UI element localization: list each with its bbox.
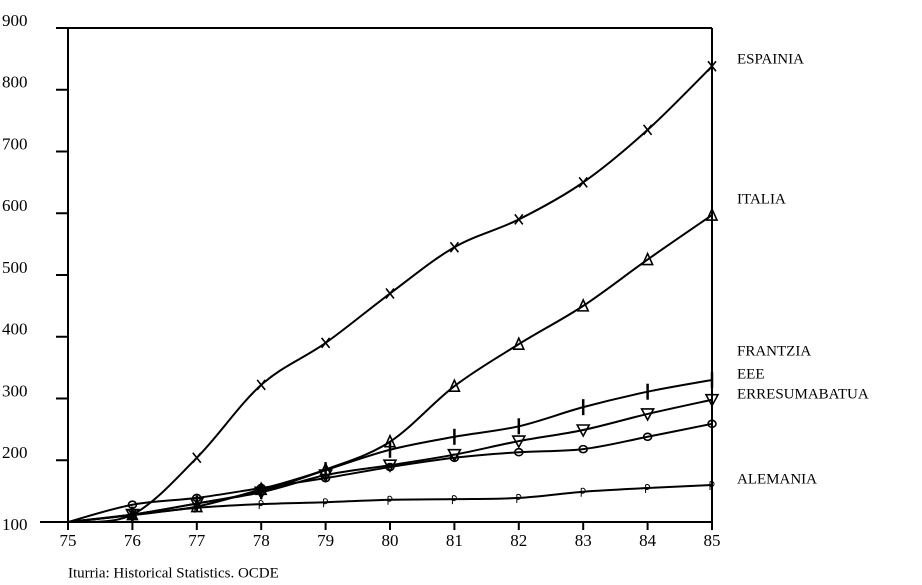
- series-label: EEE: [737, 366, 765, 382]
- y-tick-label: 600: [2, 196, 28, 215]
- marker: [320, 473, 331, 483]
- series-label: ITALIA: [737, 191, 786, 207]
- marker: [642, 432, 653, 442]
- y-tick-label: 700: [2, 134, 28, 153]
- series-label: ERRESUMABATUA: [737, 386, 869, 402]
- marker: [449, 241, 460, 253]
- x-tick-label: 78: [253, 531, 270, 550]
- x-tick-label: 75: [60, 531, 77, 550]
- marker: [641, 251, 654, 266]
- series-label: FRANTZIA: [737, 343, 811, 359]
- y-tick-label: 400: [2, 320, 28, 339]
- x-tick-label: 81: [446, 531, 463, 550]
- marker: [640, 408, 655, 422]
- marker: [576, 297, 590, 312]
- marker: [192, 452, 202, 464]
- y-tick-label: 900: [2, 11, 28, 30]
- marker: [575, 424, 591, 438]
- marker: [580, 487, 586, 497]
- marker: [514, 213, 524, 225]
- marker: [127, 500, 138, 509]
- marker: [512, 336, 526, 350]
- series-label: ALEMANIA: [737, 471, 817, 487]
- marker: [514, 447, 524, 457]
- x-tick-label: 84: [639, 531, 657, 550]
- marker: [194, 503, 200, 513]
- marker: [578, 444, 589, 454]
- marker: [192, 493, 202, 503]
- marker: [256, 483, 267, 493]
- series-line: [67, 214, 713, 523]
- marker: [704, 393, 720, 408]
- y-tick-label: 100: [2, 515, 28, 534]
- marker: [448, 378, 461, 392]
- marker: [323, 498, 329, 508]
- marker: [256, 379, 266, 391]
- marker: [516, 493, 522, 503]
- x-tick-label: 77: [188, 531, 206, 550]
- x-tick-label: 83: [575, 531, 592, 550]
- x-tick-label: 85: [704, 531, 721, 550]
- marker: [645, 484, 651, 494]
- marker: [707, 419, 717, 429]
- marker: [129, 511, 135, 521]
- marker: [578, 176, 588, 188]
- marker: [385, 462, 395, 472]
- source-note: Iturria: Historical Statistics. OCDE: [68, 565, 279, 581]
- y-tick-label: 500: [2, 258, 28, 277]
- series-line: [67, 398, 713, 523]
- series-line: [67, 483, 713, 523]
- marker: [511, 435, 527, 449]
- marker: [642, 124, 653, 136]
- marker: [709, 480, 715, 490]
- marker: [451, 495, 457, 505]
- y-tick-label: 300: [2, 381, 28, 400]
- marker: [705, 207, 719, 221]
- marker: [385, 288, 395, 300]
- series-line: [67, 422, 713, 523]
- marker: [387, 495, 393, 505]
- x-tick-label: 80: [382, 531, 399, 550]
- y-tick-label: 800: [2, 73, 28, 92]
- series-label: ESPAINIA: [737, 51, 804, 67]
- marker: [449, 453, 460, 463]
- x-tick-label: 82: [510, 531, 527, 550]
- y-tick-label: 200: [2, 443, 28, 462]
- marker: [258, 500, 264, 510]
- x-tick-label: 79: [317, 531, 334, 550]
- marker: [707, 60, 717, 72]
- x-tick-label: 76: [124, 531, 141, 550]
- marker: [320, 337, 331, 349]
